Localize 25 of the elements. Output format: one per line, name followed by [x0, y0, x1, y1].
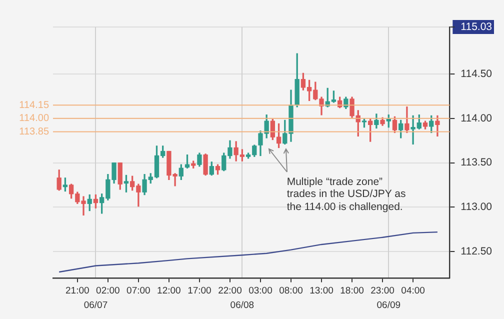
y-tick-label: 115.03 — [460, 20, 492, 33]
x-tick-label: 12:00 — [157, 286, 181, 297]
ref-line-label: 114.15 — [19, 100, 50, 111]
ref-line-label: 113.85 — [19, 126, 50, 138]
y-tick-label: 114.00 — [460, 112, 492, 124]
x2-tick-label: 06/09 — [376, 300, 401, 311]
ref-line-label: 114.00 — [19, 113, 50, 124]
x-tick-label: 13:00 — [310, 286, 334, 297]
y-tick-label: 114.50 — [460, 68, 492, 80]
x-tick-label: 08:00 — [279, 286, 303, 297]
y-tick-label: 112.50 — [460, 245, 492, 258]
annotation: Multiple “trade zone” trades in the USD/JPY as the 114.00 is challenged. — [286, 176, 407, 214]
x2-tick-label: 06/08 — [230, 300, 254, 311]
x-tick-label: 17:00 — [188, 286, 212, 297]
x-tick-label: 03:00 — [248, 286, 272, 297]
x2-tick-label: 06/07 — [84, 300, 108, 311]
x-tick-label: 02:00 — [96, 286, 120, 297]
x-tick-label: 22:00 — [218, 286, 242, 297]
x-tick-label: 21:00 — [66, 286, 90, 297]
x-tick-label: 07:00 — [126, 286, 150, 297]
x-tick-label: 04:00 — [401, 286, 425, 297]
x-tick-label: 18:00 — [340, 286, 364, 297]
x-tick-label: 23:00 — [370, 286, 394, 297]
y-tick-label: 113.00 — [460, 201, 492, 214]
y-tick-label: 113.50 — [460, 156, 492, 169]
